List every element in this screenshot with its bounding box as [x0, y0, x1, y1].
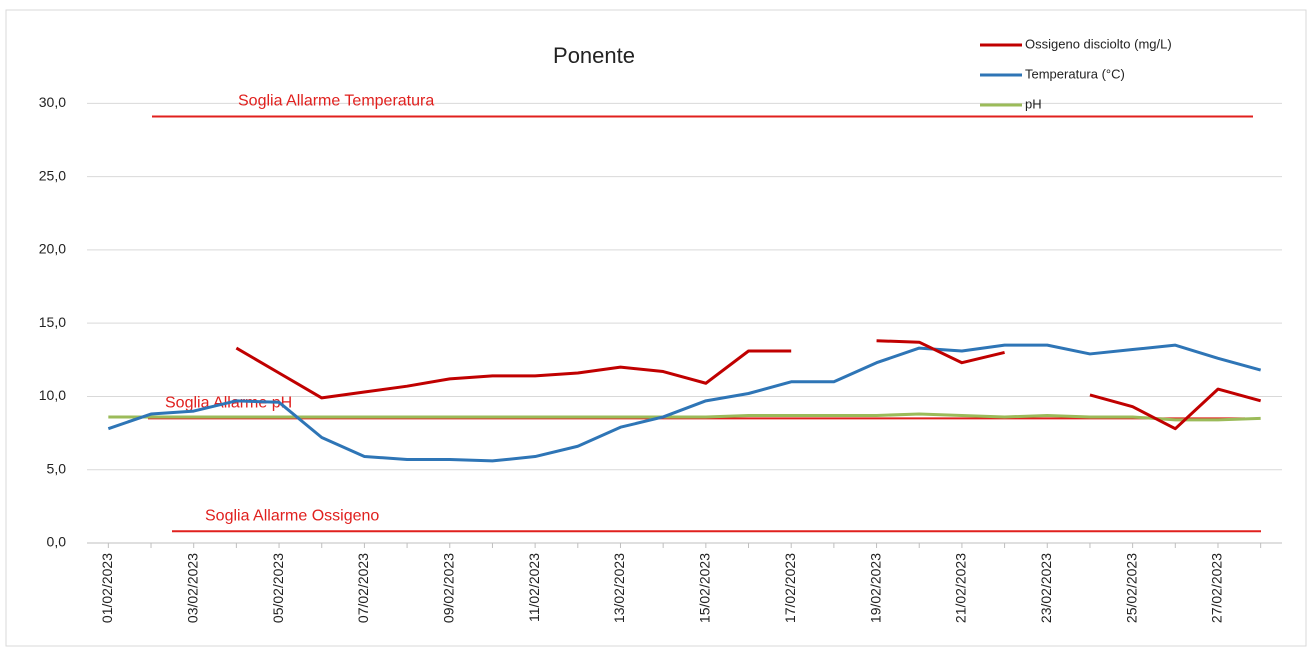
chart-frame — [5, 9, 1307, 647]
x-tick-label: 25/02/2023 — [1123, 553, 1139, 623]
legend-label: pH — [1025, 96, 1042, 111]
y-tick-label: 20,0 — [39, 241, 66, 257]
series-line — [108, 412, 1261, 422]
series-line — [235, 346, 792, 400]
threshold-label: Soglia Allarme Ossigeno — [205, 507, 379, 524]
y-tick-label: 25,0 — [39, 167, 66, 183]
legend-label: Temperatura (°C) — [1025, 66, 1125, 81]
series-line — [1089, 387, 1262, 431]
y-tick-label: 0,0 — [47, 534, 67, 550]
x-tick-label: 11/02/2023 — [526, 553, 542, 622]
y-tick-label: 30,0 — [39, 94, 66, 110]
y-tick-label: 15,0 — [39, 314, 66, 330]
series-line — [107, 343, 1262, 463]
legend-label: Ossigeno disciolto (mg/L) — [1025, 36, 1172, 51]
x-tick-label: 01/02/2023 — [99, 553, 115, 623]
x-tick-label: 03/02/2023 — [184, 553, 200, 623]
x-tick-label: 15/02/2023 — [697, 553, 713, 623]
y-tick-label: 10,0 — [39, 387, 66, 403]
legend: Ossigeno disciolto (mg/L) Temperatura (°C… — [980, 36, 1172, 111]
series-line — [876, 339, 1005, 365]
x-tick-label: 09/02/2023 — [440, 553, 456, 623]
x-tick-label: 27/02/2023 — [1209, 553, 1225, 623]
x-tick-label: 23/02/2023 — [1038, 553, 1054, 623]
x-tick-label: 13/02/2023 — [611, 553, 627, 623]
x-tick-label: 05/02/2023 — [270, 553, 286, 623]
chart-title: Ponente — [553, 43, 635, 68]
y-tick-label: 5,0 — [47, 460, 67, 476]
threshold-label: Soglia Allarme Temperatura — [238, 93, 434, 110]
x-tick-label: 07/02/2023 — [355, 553, 371, 623]
x-tick-label: 17/02/2023 — [782, 553, 798, 623]
x-tick-label: 21/02/2023 — [953, 553, 969, 623]
x-tick-label: 19/02/2023 — [867, 553, 883, 623]
